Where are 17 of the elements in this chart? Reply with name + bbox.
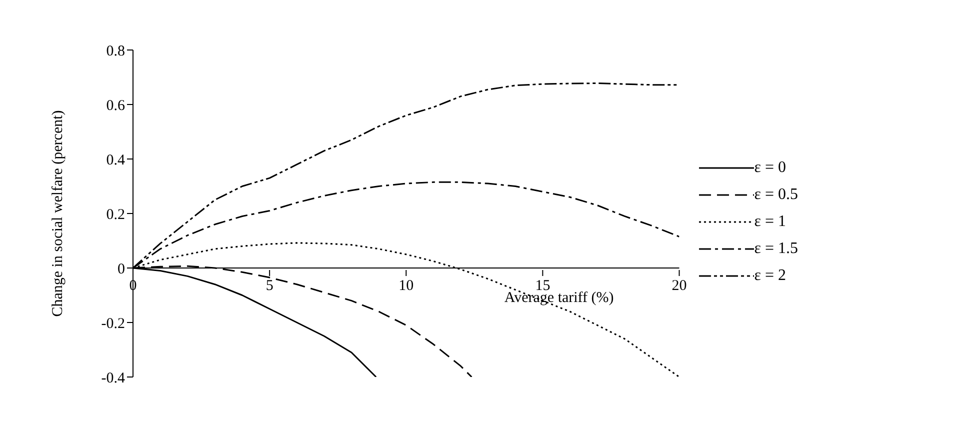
y-tick-label: -0.4: [101, 370, 126, 386]
x-tick-label: 15: [535, 278, 550, 294]
y-tick-label: 0.6: [106, 98, 126, 114]
legend-label: ε = 1: [754, 212, 786, 230]
legend-label: ε = 0.5: [754, 186, 798, 204]
y-axis-title: Change in social welfare (percent): [50, 110, 66, 317]
y-tick-label: 0.8: [106, 43, 125, 60]
x-tick-label: 10: [398, 278, 414, 294]
legend-label: ε = 2: [754, 266, 786, 284]
y-tick-label: 0: [118, 261, 125, 278]
legend-label: ε = 1.5: [754, 240, 798, 258]
y-tick-label: 0.2: [106, 206, 125, 223]
y-tick-label: -0.2: [101, 316, 125, 332]
legend-label: ε = 0: [754, 158, 786, 176]
x-tick-label: 20: [672, 278, 687, 294]
x-tick-label: 5: [266, 278, 274, 294]
y-tick-label: 0.4: [106, 152, 126, 168]
